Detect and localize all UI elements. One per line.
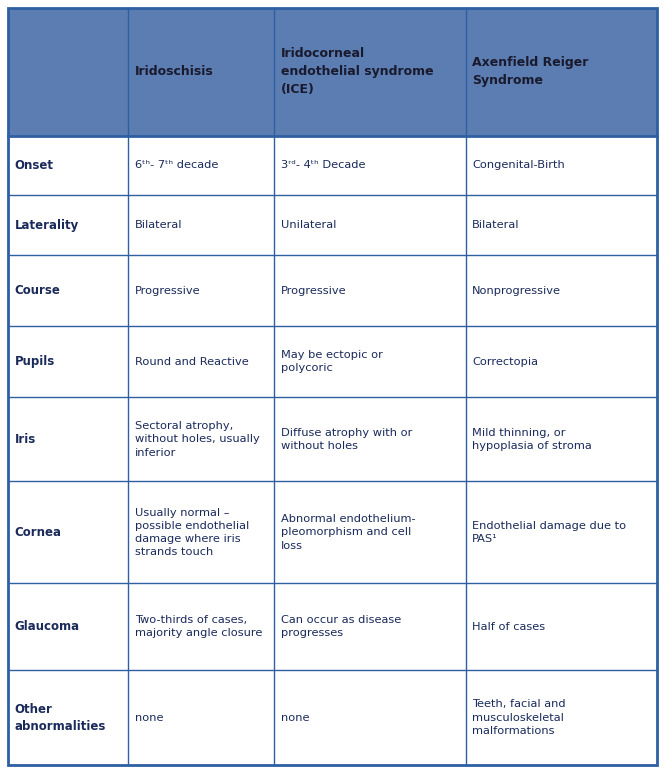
Bar bbox=[274, 482, 466, 584]
Text: Course: Course bbox=[15, 284, 60, 298]
Text: 3ʳᵈ- 4ᵗʰ Decade: 3ʳᵈ- 4ᵗʰ Decade bbox=[281, 160, 365, 170]
Text: none: none bbox=[134, 713, 163, 723]
Bar bbox=[274, 8, 466, 136]
Bar bbox=[274, 584, 466, 670]
Text: Congenital-Birth: Congenital-Birth bbox=[472, 160, 565, 170]
Text: Unilateral: Unilateral bbox=[281, 220, 337, 230]
Bar bbox=[8, 397, 128, 482]
Bar bbox=[128, 326, 274, 397]
Text: Round and Reactive: Round and Reactive bbox=[134, 357, 248, 367]
Text: Bilateral: Bilateral bbox=[472, 220, 520, 230]
Text: Mild thinning, or
hypoplasia of stroma: Mild thinning, or hypoplasia of stroma bbox=[472, 427, 592, 451]
Text: Bilateral: Bilateral bbox=[134, 220, 182, 230]
Bar bbox=[466, 584, 657, 670]
Bar bbox=[8, 670, 128, 765]
Bar bbox=[128, 136, 274, 195]
Text: Iridoschisis: Iridoschisis bbox=[134, 65, 213, 78]
Text: Iridocorneal
endothelial syndrome
(ICE): Iridocorneal endothelial syndrome (ICE) bbox=[281, 47, 434, 97]
Text: May be ectopic or
polycoric: May be ectopic or polycoric bbox=[281, 350, 383, 373]
Text: Half of cases: Half of cases bbox=[472, 621, 545, 632]
Bar bbox=[274, 136, 466, 195]
Bar bbox=[274, 195, 466, 255]
Bar bbox=[274, 397, 466, 482]
Text: Endothelial damage due to
PAS¹: Endothelial damage due to PAS¹ bbox=[472, 521, 626, 544]
Text: Glaucoma: Glaucoma bbox=[15, 620, 80, 633]
Bar bbox=[8, 8, 128, 136]
Text: Iris: Iris bbox=[15, 433, 36, 446]
Bar bbox=[8, 326, 128, 397]
Text: Sectoral atrophy,
without holes, usually
inferior: Sectoral atrophy, without holes, usually… bbox=[134, 421, 260, 458]
Text: Abnormal endothelium-
pleomorphism and cell
loss: Abnormal endothelium- pleomorphism and c… bbox=[281, 514, 415, 550]
Bar bbox=[128, 584, 274, 670]
Text: Can occur as disease
progresses: Can occur as disease progresses bbox=[281, 615, 401, 638]
Bar bbox=[466, 326, 657, 397]
Bar bbox=[8, 482, 128, 584]
Text: Progressive: Progressive bbox=[281, 286, 347, 296]
Bar bbox=[466, 255, 657, 326]
Bar bbox=[8, 255, 128, 326]
Text: Cornea: Cornea bbox=[15, 526, 62, 539]
Bar bbox=[274, 326, 466, 397]
Text: Other
abnormalities: Other abnormalities bbox=[15, 703, 106, 733]
Bar bbox=[466, 670, 657, 765]
Text: Teeth, facial and
musculoskeletal
malformations: Teeth, facial and musculoskeletal malfor… bbox=[472, 700, 566, 736]
Text: Onset: Onset bbox=[15, 158, 54, 172]
Text: none: none bbox=[281, 713, 309, 723]
Bar bbox=[128, 195, 274, 255]
Bar bbox=[274, 670, 466, 765]
Text: Axenfield Reiger
Syndrome: Axenfield Reiger Syndrome bbox=[472, 56, 589, 87]
Bar bbox=[8, 195, 128, 255]
Bar bbox=[8, 136, 128, 195]
Bar bbox=[128, 255, 274, 326]
Text: Diffuse atrophy with or
without holes: Diffuse atrophy with or without holes bbox=[281, 427, 412, 451]
Bar bbox=[128, 482, 274, 584]
Bar bbox=[128, 8, 274, 136]
Bar bbox=[466, 195, 657, 255]
Text: Pupils: Pupils bbox=[15, 356, 55, 368]
Text: Progressive: Progressive bbox=[134, 286, 201, 296]
Text: 6ᵗʰ- 7ᵗʰ decade: 6ᵗʰ- 7ᵗʰ decade bbox=[134, 160, 218, 170]
Text: Nonprogressive: Nonprogressive bbox=[472, 286, 561, 296]
Bar bbox=[466, 482, 657, 584]
Text: Usually normal –
possible endothelial
damage where iris
strands touch: Usually normal – possible endothelial da… bbox=[134, 508, 249, 557]
Bar bbox=[466, 8, 657, 136]
Bar bbox=[466, 136, 657, 195]
Bar bbox=[466, 397, 657, 482]
Bar bbox=[8, 584, 128, 670]
Text: Two-thirds of cases,
majority angle closure: Two-thirds of cases, majority angle clos… bbox=[134, 615, 262, 638]
Text: Correctopia: Correctopia bbox=[472, 357, 539, 367]
Bar bbox=[128, 397, 274, 482]
Text: Laterality: Laterality bbox=[15, 219, 79, 232]
Bar bbox=[274, 255, 466, 326]
Bar bbox=[128, 670, 274, 765]
